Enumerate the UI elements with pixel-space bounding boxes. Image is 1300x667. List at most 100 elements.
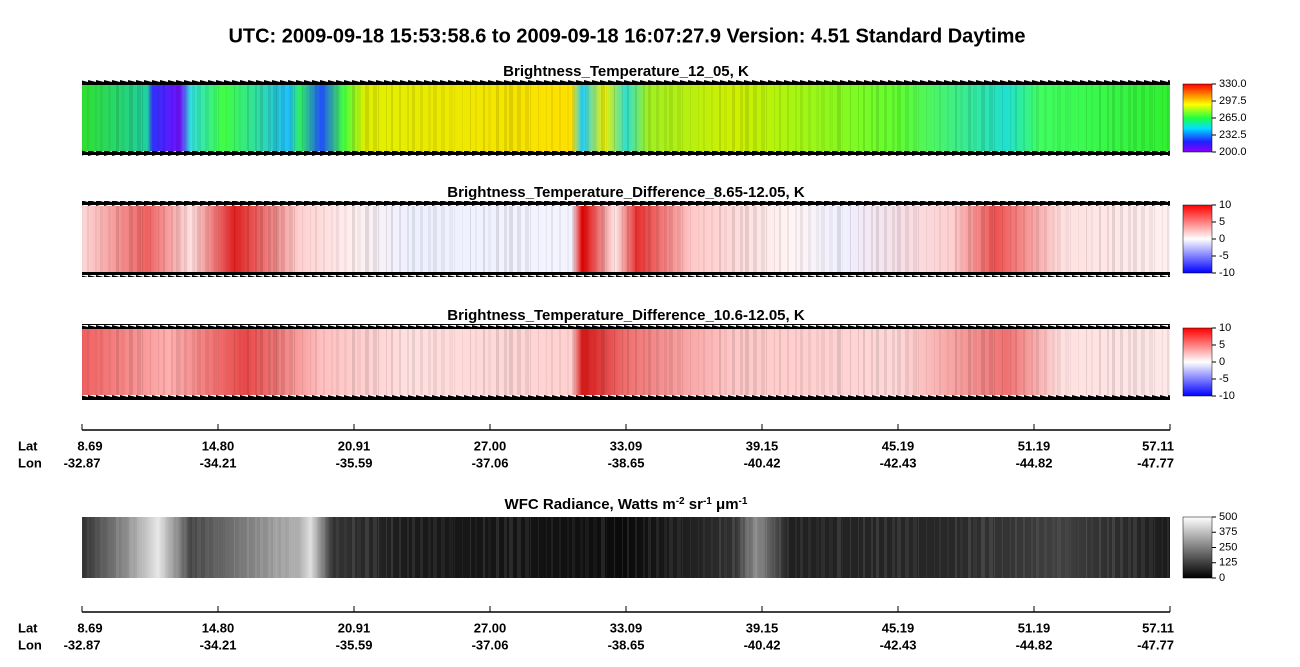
streak (1154, 517, 1155, 578)
streak (260, 328, 263, 396)
streak (892, 205, 895, 273)
colorbar-label: 125 (1219, 557, 1237, 569)
streak (913, 84, 917, 152)
border-bottom (82, 272, 1170, 277)
streak (884, 328, 887, 396)
streak (336, 328, 339, 396)
colorbar-label: 232.5 (1219, 129, 1247, 141)
streak (1141, 205, 1145, 273)
streak (939, 205, 941, 273)
streak (184, 328, 187, 396)
streak (517, 517, 521, 578)
streak (184, 84, 187, 152)
streak (800, 517, 803, 578)
streak (294, 517, 295, 578)
streak (766, 84, 767, 152)
streak (336, 84, 339, 152)
streak (546, 84, 547, 152)
streak (475, 205, 477, 273)
streak (821, 517, 825, 578)
streak (863, 517, 865, 578)
border-bottom (82, 151, 1170, 156)
streak (137, 84, 141, 152)
streak (1091, 84, 1093, 152)
streak (504, 517, 507, 578)
streak (1031, 84, 1033, 152)
streak (973, 328, 977, 396)
streak (441, 517, 445, 578)
streak (171, 517, 173, 578)
streak (572, 84, 575, 152)
streak (121, 84, 125, 152)
streak (1141, 517, 1145, 578)
streak (1010, 84, 1011, 152)
streak (1036, 84, 1039, 152)
streak (955, 205, 957, 273)
streak (648, 205, 651, 273)
image-strip (82, 328, 1170, 396)
streak (197, 84, 201, 152)
streak (664, 517, 667, 578)
lat-tick-label: 51.19 (1018, 438, 1051, 453)
streak (1057, 84, 1061, 152)
streak (892, 84, 895, 152)
streak (538, 517, 539, 578)
streak (643, 205, 645, 273)
streak (1052, 205, 1055, 273)
colorbar-label: -5 (1219, 250, 1229, 262)
streak (525, 517, 529, 578)
streak (315, 84, 317, 152)
streak (580, 205, 583, 273)
streak (289, 328, 293, 396)
streak (310, 328, 311, 396)
streak (475, 328, 477, 396)
lat-tick-label: 57.11 (1142, 438, 1174, 453)
lon-tick-label: -34.21 (200, 637, 237, 652)
streak (572, 328, 575, 396)
streak (247, 328, 249, 396)
streak (399, 517, 401, 578)
streak (441, 84, 445, 152)
streak (669, 205, 673, 273)
streak (87, 205, 89, 273)
streak (1167, 328, 1169, 396)
streak (593, 517, 597, 578)
streak (1167, 84, 1169, 152)
lat-tick-label: 57.11 (1142, 620, 1174, 635)
streak (795, 205, 797, 273)
streak (391, 205, 393, 273)
streak (816, 328, 819, 396)
streak (1078, 328, 1079, 396)
streak (981, 517, 985, 578)
streak (176, 328, 179, 396)
streak (1036, 517, 1039, 578)
streak (677, 84, 681, 152)
streak (926, 328, 927, 396)
streak (559, 328, 561, 396)
lon-tick-label: -35.59 (336, 455, 373, 470)
streak (981, 205, 985, 273)
streak (428, 84, 431, 152)
streak (682, 517, 683, 578)
streak (989, 328, 993, 396)
streak (551, 517, 553, 578)
streak (981, 84, 985, 152)
streak (454, 328, 455, 396)
colorbar-label: 0 (1219, 572, 1225, 584)
streak (213, 517, 217, 578)
streak (774, 84, 775, 152)
streak (1120, 205, 1123, 273)
streak (538, 84, 539, 152)
streak (994, 328, 995, 396)
streak (1128, 84, 1131, 152)
streak (239, 517, 241, 578)
streak (719, 205, 721, 273)
streak (795, 328, 797, 396)
streak (1167, 205, 1169, 273)
streak (475, 84, 477, 152)
streak (559, 84, 561, 152)
streak (703, 84, 705, 152)
streak (892, 328, 895, 396)
streak (593, 328, 597, 396)
streak (378, 517, 379, 578)
